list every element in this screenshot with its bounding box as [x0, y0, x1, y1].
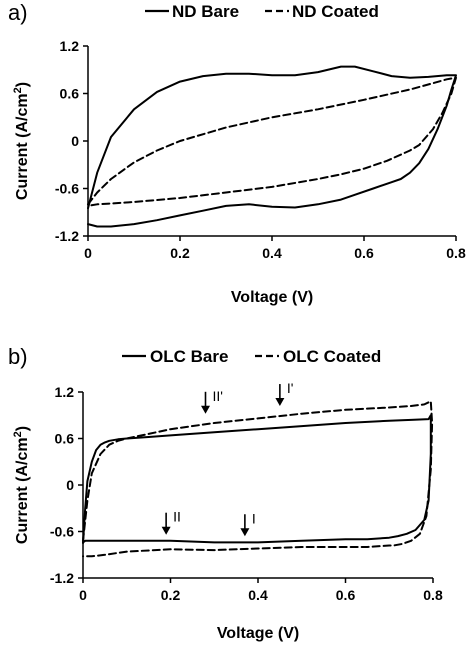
- x-tick-label: 0.2: [170, 245, 190, 261]
- x-axis-label-b: Voltage (V): [217, 625, 299, 642]
- x-tick-label: 0.2: [161, 587, 181, 603]
- series-line-olc-bare: [82, 414, 432, 545]
- y-tick-label: -1.2: [50, 570, 74, 586]
- annotation-arrow: I: [240, 510, 256, 537]
- y-tick-label: 1.2: [60, 38, 80, 54]
- legend-label-nd-bare: ND Bare: [172, 2, 239, 21]
- series-line-nd-bare: [87, 65, 457, 228]
- ticks-a: 0 0.2 0.4 0.6 0.8 1.2 0.6 0 -0.6 -1.2: [55, 38, 466, 261]
- panel-label-b: b): [8, 344, 28, 369]
- arrow-head: [275, 398, 285, 407]
- y-axis-label-b-sup: 2: [12, 431, 24, 437]
- panel-a: a) ND Bare ND Coated 0 0.2 0.4 0.6 0.8 1.2 0.6…: [8, 0, 466, 306]
- y-axis-label-b-main: Current (A/cm: [14, 437, 31, 544]
- x-tick-label: 0: [79, 587, 87, 603]
- arrow-head: [161, 526, 171, 535]
- annotation-label: II': [213, 388, 223, 404]
- y-axis-label-a-sup: 2: [12, 87, 24, 93]
- y-tick-label: 0.6: [55, 431, 75, 447]
- x-tick-label: 0.4: [248, 587, 268, 603]
- y-tick-label: -1.2: [55, 228, 79, 244]
- series-line-nd-coated: [87, 76, 457, 207]
- x-tick-label: 0: [84, 245, 92, 261]
- annotation-arrow: II: [161, 509, 181, 535]
- series-group-a: [87, 65, 457, 228]
- y-axis-label-a-main: Current (A/cm: [14, 93, 31, 200]
- y-tick-label: 0: [71, 133, 79, 149]
- panel-b: b) OLC Bare OLC Coated 0 0.2 0.4 0.6 0.81.20…: [8, 344, 443, 642]
- annotation-label: I: [252, 510, 256, 526]
- legend-label-nd-coated: ND Coated: [292, 2, 379, 21]
- series-line-olc-coated: [82, 400, 434, 558]
- legend-label-olc-coated: OLC Coated: [283, 347, 381, 366]
- legend-b: OLC Bare OLC Coated: [122, 347, 381, 366]
- legend-label-olc-bare: OLC Bare: [150, 347, 228, 366]
- annotation-label: II: [173, 509, 181, 525]
- x-tick-label: 0.8: [446, 245, 466, 261]
- arrow-head: [201, 405, 210, 414]
- y-tick-label: -0.6: [55, 181, 79, 197]
- y-axis-label-b: Current (A/cm2): [12, 426, 31, 544]
- y-axis-label-b-close: ): [14, 426, 31, 431]
- y-axis-label-a: Current (A/cm2): [12, 82, 31, 200]
- y-tick-label: 0.6: [60, 86, 80, 102]
- y-tick-label: -0.6: [50, 524, 74, 540]
- x-tick-label: 0.6: [354, 245, 374, 261]
- y-axis-label-a-close: ): [14, 82, 31, 87]
- y-tick-label: 0: [66, 477, 74, 493]
- annotation-arrow: I': [275, 380, 294, 407]
- x-tick-label: 0.6: [336, 587, 356, 603]
- arrow-head: [240, 528, 250, 537]
- annotation-arrow: II': [201, 388, 223, 414]
- annotation-label: I': [287, 380, 294, 396]
- x-axis-label-a: Voltage (V): [231, 289, 313, 306]
- series-group-b: [82, 400, 434, 558]
- y-tick-label: 1.2: [55, 384, 75, 400]
- panel-label-a: a): [8, 0, 28, 25]
- ticks-b: 0 0.2 0.4 0.6 0.8 1.2 0.6 0 -0.6 -1.2: [50, 384, 443, 603]
- x-tick-label: 0.4: [262, 245, 282, 261]
- annotations-b: II' I'II I: [161, 380, 294, 537]
- x-tick-label: 0.8: [423, 587, 443, 603]
- legend-a: ND Bare ND Coated: [145, 2, 379, 21]
